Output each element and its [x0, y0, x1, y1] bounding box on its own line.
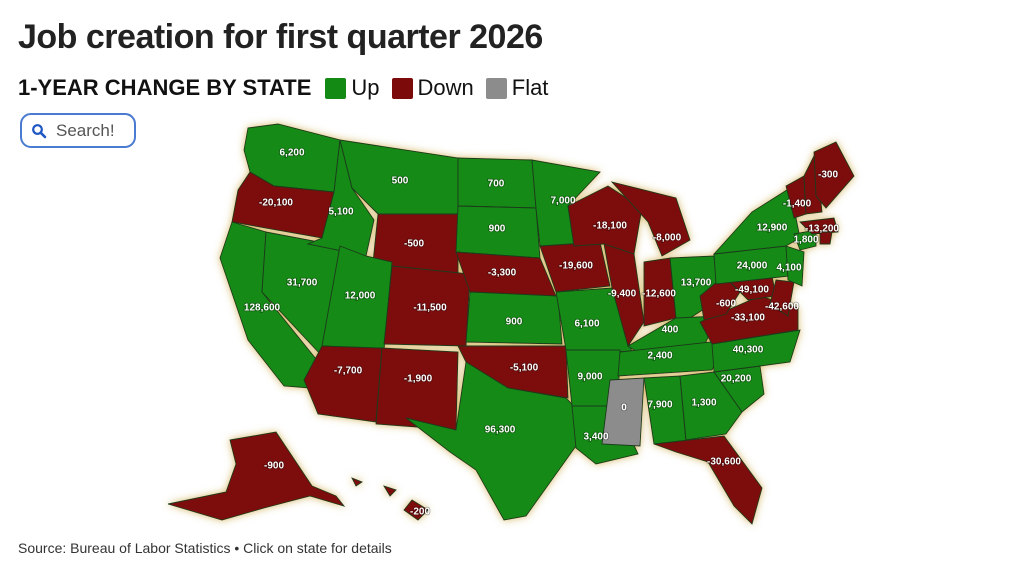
state-az[interactable]: [303, 345, 383, 423]
state-id[interactable]: [306, 139, 375, 257]
legend-label-flat: Flat: [511, 75, 549, 100]
legend: 1-YEAR CHANGE BY STATE Up Down Flat: [18, 72, 552, 104]
state-nd[interactable]: [457, 157, 537, 209]
search-icon: [32, 123, 47, 138]
state-ri[interactable]: [819, 231, 833, 245]
legend-swatch-flat: [485, 77, 507, 99]
legend-label-up: Up: [351, 75, 380, 100]
state-co[interactable]: [383, 265, 471, 347]
state-ne[interactable]: [455, 251, 557, 297]
search-box[interactable]: [20, 113, 136, 148]
state-tx[interactable]: [405, 361, 581, 521]
source-note: Source: Bureau of Labor Statistics • Cli…: [18, 540, 392, 556]
subtitle: 1-YEAR CHANGE BY STATE: [18, 75, 312, 100]
state-ga[interactable]: [679, 371, 743, 441]
state-ct[interactable]: [793, 229, 817, 251]
legend-item-up: Up: [325, 75, 380, 101]
state-ms[interactable]: [601, 377, 645, 447]
search-input[interactable]: [56, 120, 130, 141]
state-mi[interactable]: [610, 181, 691, 257]
state-me[interactable]: [813, 141, 855, 209]
state-sd[interactable]: [455, 205, 541, 259]
legend-item-down: Down: [391, 75, 474, 101]
legend-swatch-down: [391, 77, 413, 99]
state-ma[interactable]: [799, 217, 839, 235]
state-tn[interactable]: [617, 339, 729, 377]
state-de[interactable]: [769, 279, 795, 317]
state-ks[interactable]: [465, 291, 563, 345]
legend-label-down: Down: [417, 75, 474, 100]
state-nj[interactable]: [785, 245, 805, 287]
legend-item-flat: Flat: [485, 75, 549, 101]
state-il[interactable]: [603, 243, 645, 348]
state-fl[interactable]: [653, 435, 763, 525]
state-al[interactable]: [643, 375, 687, 445]
state-ak[interactable]: [167, 431, 346, 521]
state-hi[interactable]: [351, 477, 429, 521]
legend-swatch-up: [325, 77, 347, 99]
state-ny[interactable]: [712, 187, 801, 255]
state-va[interactable]: [699, 295, 799, 345]
page-title: Job creation for first quarter 2026: [18, 18, 543, 56]
state-nm[interactable]: [375, 347, 459, 431]
